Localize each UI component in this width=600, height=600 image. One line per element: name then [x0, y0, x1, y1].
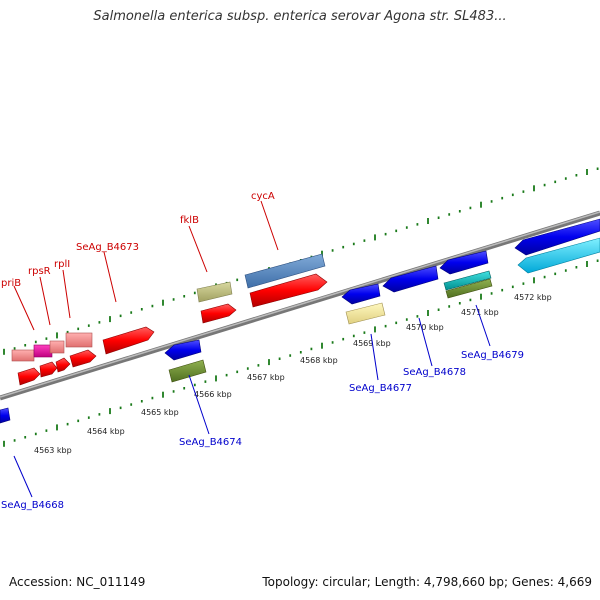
reverse-leader-lines	[13, 304, 491, 498]
tick-label: 4564 kbp	[87, 427, 125, 436]
gene-seag-b4674[interactable]	[168, 359, 207, 383]
genome-backbone-highlight	[0, 211, 600, 398]
tick-label: 4568 kbp	[300, 356, 338, 365]
tick-label: 4567 kbp	[247, 373, 285, 382]
tick-label: 4570 kbp	[406, 323, 444, 332]
gene-fklb-khaki[interactable]	[196, 281, 233, 303]
tick-label: 4566 kbp	[194, 390, 232, 399]
label-seag-b4674[interactable]: SeAg_B4674	[179, 437, 242, 448]
reverse-genes	[0, 218, 600, 424]
gene-teal-b4679[interactable]	[443, 270, 492, 291]
gene-cyca[interactable]	[249, 273, 328, 308]
tick-labels: 4563 kbp 4564 kbp 4565 kbp 4566 kbp 4567…	[34, 293, 552, 455]
gene-red-c[interactable]	[55, 357, 71, 373]
tick-label: 4571 kbp	[461, 308, 499, 317]
gene-rpli[interactable]	[49, 340, 65, 354]
reverse-tick-row	[3, 259, 599, 447]
tick-label: 4572 kbp	[514, 293, 552, 302]
tick-label: 4565 kbp	[141, 408, 179, 417]
gene-red-d[interactable]	[69, 349, 97, 368]
gene-cyca-steel[interactable]	[244, 253, 326, 289]
label-prib[interactable]: priB	[1, 278, 21, 289]
forward-leader-lines	[13, 200, 279, 331]
gene-red-b[interactable]	[39, 361, 58, 378]
gene-blue-large[interactable]	[514, 218, 600, 256]
gene-seag-b4668[interactable]	[0, 407, 11, 424]
gene-seag-b4678[interactable]	[382, 265, 439, 293]
label-seag-b4678[interactable]: SeAg_B4678	[403, 367, 466, 378]
reverse-gene-labels: SeAg_B4668 SeAg_B4674 SeAg_B4677 SeAg_B4…	[1, 350, 524, 511]
gene-blue-b4674[interactable]	[164, 339, 202, 361]
label-seag-b4673[interactable]: SeAg_B4673	[76, 242, 139, 253]
accession-text: Accession: NC_011149	[9, 575, 146, 589]
forward-gene-labels: priB rpsR rplI SeAg_B4673 fklB cycA	[1, 191, 275, 289]
forward-tick-row	[3, 167, 599, 355]
gene-prib[interactable]	[11, 349, 35, 362]
gene-seag-b4679[interactable]	[445, 278, 493, 299]
forward-genes	[11, 253, 328, 386]
label-seag-b4679[interactable]: SeAg_B4679	[461, 350, 524, 361]
gene-seag-b4677[interactable]	[345, 302, 386, 325]
label-cyca[interactable]: cycA	[251, 191, 275, 202]
label-seag-b4668[interactable]: SeAg_B4668	[1, 500, 64, 511]
gene-seag-b4673[interactable]	[102, 326, 155, 355]
map-title: Salmonella enterica subsp. enterica sero…	[93, 9, 507, 24]
tick-label: 4569 kbp	[353, 339, 391, 348]
gene-fklb[interactable]	[200, 303, 237, 324]
genome-backbone	[0, 210, 600, 401]
topology-text: Topology: circular; Length: 4,798,660 bp…	[262, 575, 592, 589]
label-seag-b4677[interactable]: SeAg_B4677	[349, 383, 412, 394]
gene-blue-b4679[interactable]	[439, 250, 489, 275]
gene-blue-b4677[interactable]	[341, 283, 381, 305]
tick-label: 4563 kbp	[34, 446, 72, 455]
gene-red-a[interactable]	[17, 367, 41, 386]
gene-pink-small[interactable]	[65, 332, 93, 348]
gene-cyan-large[interactable]	[517, 237, 600, 274]
label-fklb[interactable]: fklB	[180, 215, 199, 226]
label-rpli[interactable]: rplI	[54, 259, 70, 270]
gene-rpsr[interactable]	[33, 344, 53, 358]
label-rpsr[interactable]: rpsR	[28, 266, 51, 277]
